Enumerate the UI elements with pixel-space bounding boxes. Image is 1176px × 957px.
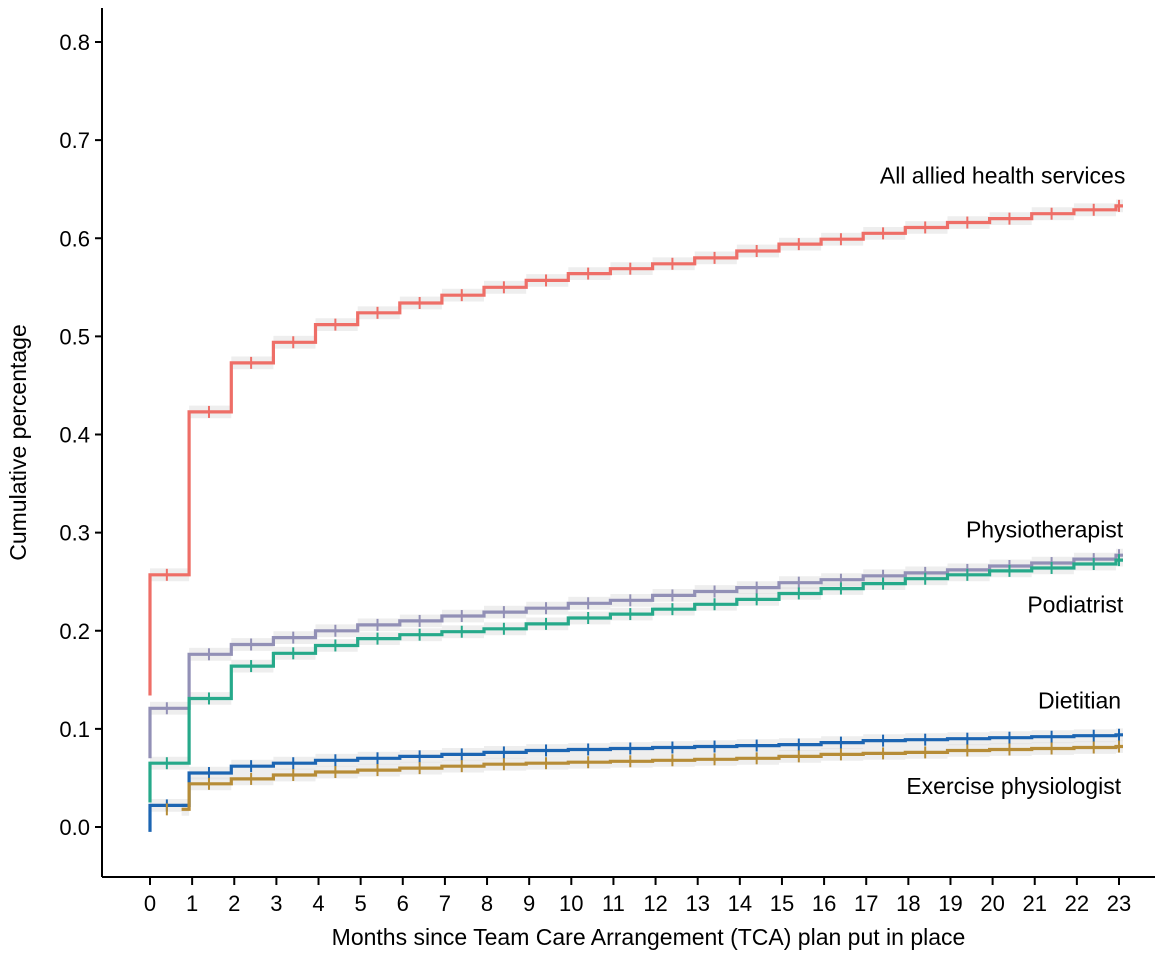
x-tick-label: 18 [896, 891, 920, 916]
y-tick-label: 0.6 [59, 226, 90, 251]
censor-marks [165, 199, 1120, 816]
y-tick-label: 0.1 [59, 717, 90, 742]
x-tick-label: 17 [854, 891, 878, 916]
x-axis-ticks: 0 1 2 3 4 5 6 7 8 9 10 11 12 13 14 15 16 17 18 19 20 21 22 23 [144, 877, 1131, 916]
y-tick-label: 0.4 [59, 423, 90, 448]
confidence-band [181, 740, 1124, 816]
x-tick-label: 6 [397, 891, 409, 916]
x-axis-title: Months since Team Care Arrangement (TCA)… [332, 924, 966, 950]
series-label: Exercise physiologist [906, 773, 1121, 799]
x-tick-label: 5 [355, 891, 367, 916]
x-tick-label: 22 [1065, 891, 1089, 916]
x-tick-label: 4 [312, 891, 324, 916]
series-label: Podiatrist [1027, 591, 1123, 617]
x-tick-label: 21 [1022, 891, 1046, 916]
y-tick-label: 0.7 [59, 128, 90, 153]
x-tick-label: 3 [270, 891, 282, 916]
x-tick-label: 19 [938, 891, 962, 916]
y-tick-label: 0.5 [59, 324, 90, 349]
series-lines [148, 204, 1123, 832]
series-label: Dietitian [1038, 687, 1121, 713]
y-tick-label: 0.0 [59, 815, 90, 840]
x-tick-label: 16 [812, 891, 836, 916]
series-line [181, 744, 1123, 811]
x-tick-label: 20 [980, 891, 1004, 916]
y-tick-label: 0.3 [59, 521, 90, 546]
x-tick-label: 23 [1107, 891, 1131, 916]
series-line [148, 733, 1123, 832]
x-tick-label: 10 [559, 891, 583, 916]
x-tick-label: 12 [643, 891, 667, 916]
x-tick-label: 8 [481, 891, 493, 916]
axes [101, 8, 1155, 878]
series-label: Physiotherapist [966, 517, 1124, 543]
series-line [148, 558, 1123, 803]
series-line [148, 204, 1123, 696]
confidence-bands [150, 199, 1124, 816]
x-tick-label: 11 [602, 891, 625, 916]
series-labels: All allied health services Physiotherapis… [880, 162, 1125, 798]
x-tick-label: 2 [228, 891, 240, 916]
x-tick-label: 14 [728, 891, 752, 916]
confidence-band [150, 553, 1123, 770]
x-tick-label: 7 [439, 891, 451, 916]
y-axis-title: Cumulative percentage [5, 324, 31, 561]
series-label: All allied health services [880, 162, 1125, 188]
y-tick-label: 0.8 [59, 30, 90, 55]
x-tick-label: 0 [144, 891, 156, 916]
x-tick-label: 1 [186, 891, 198, 916]
y-tick-label: 0.2 [59, 619, 90, 644]
x-tick-label: 9 [523, 891, 535, 916]
x-tick-label: 15 [770, 891, 794, 916]
x-tick-label: 13 [685, 891, 709, 916]
y-axis-ticks: 0.0 0.1 0.2 0.3 0.4 0.5 0.6 0.7 0.8 [59, 30, 102, 840]
